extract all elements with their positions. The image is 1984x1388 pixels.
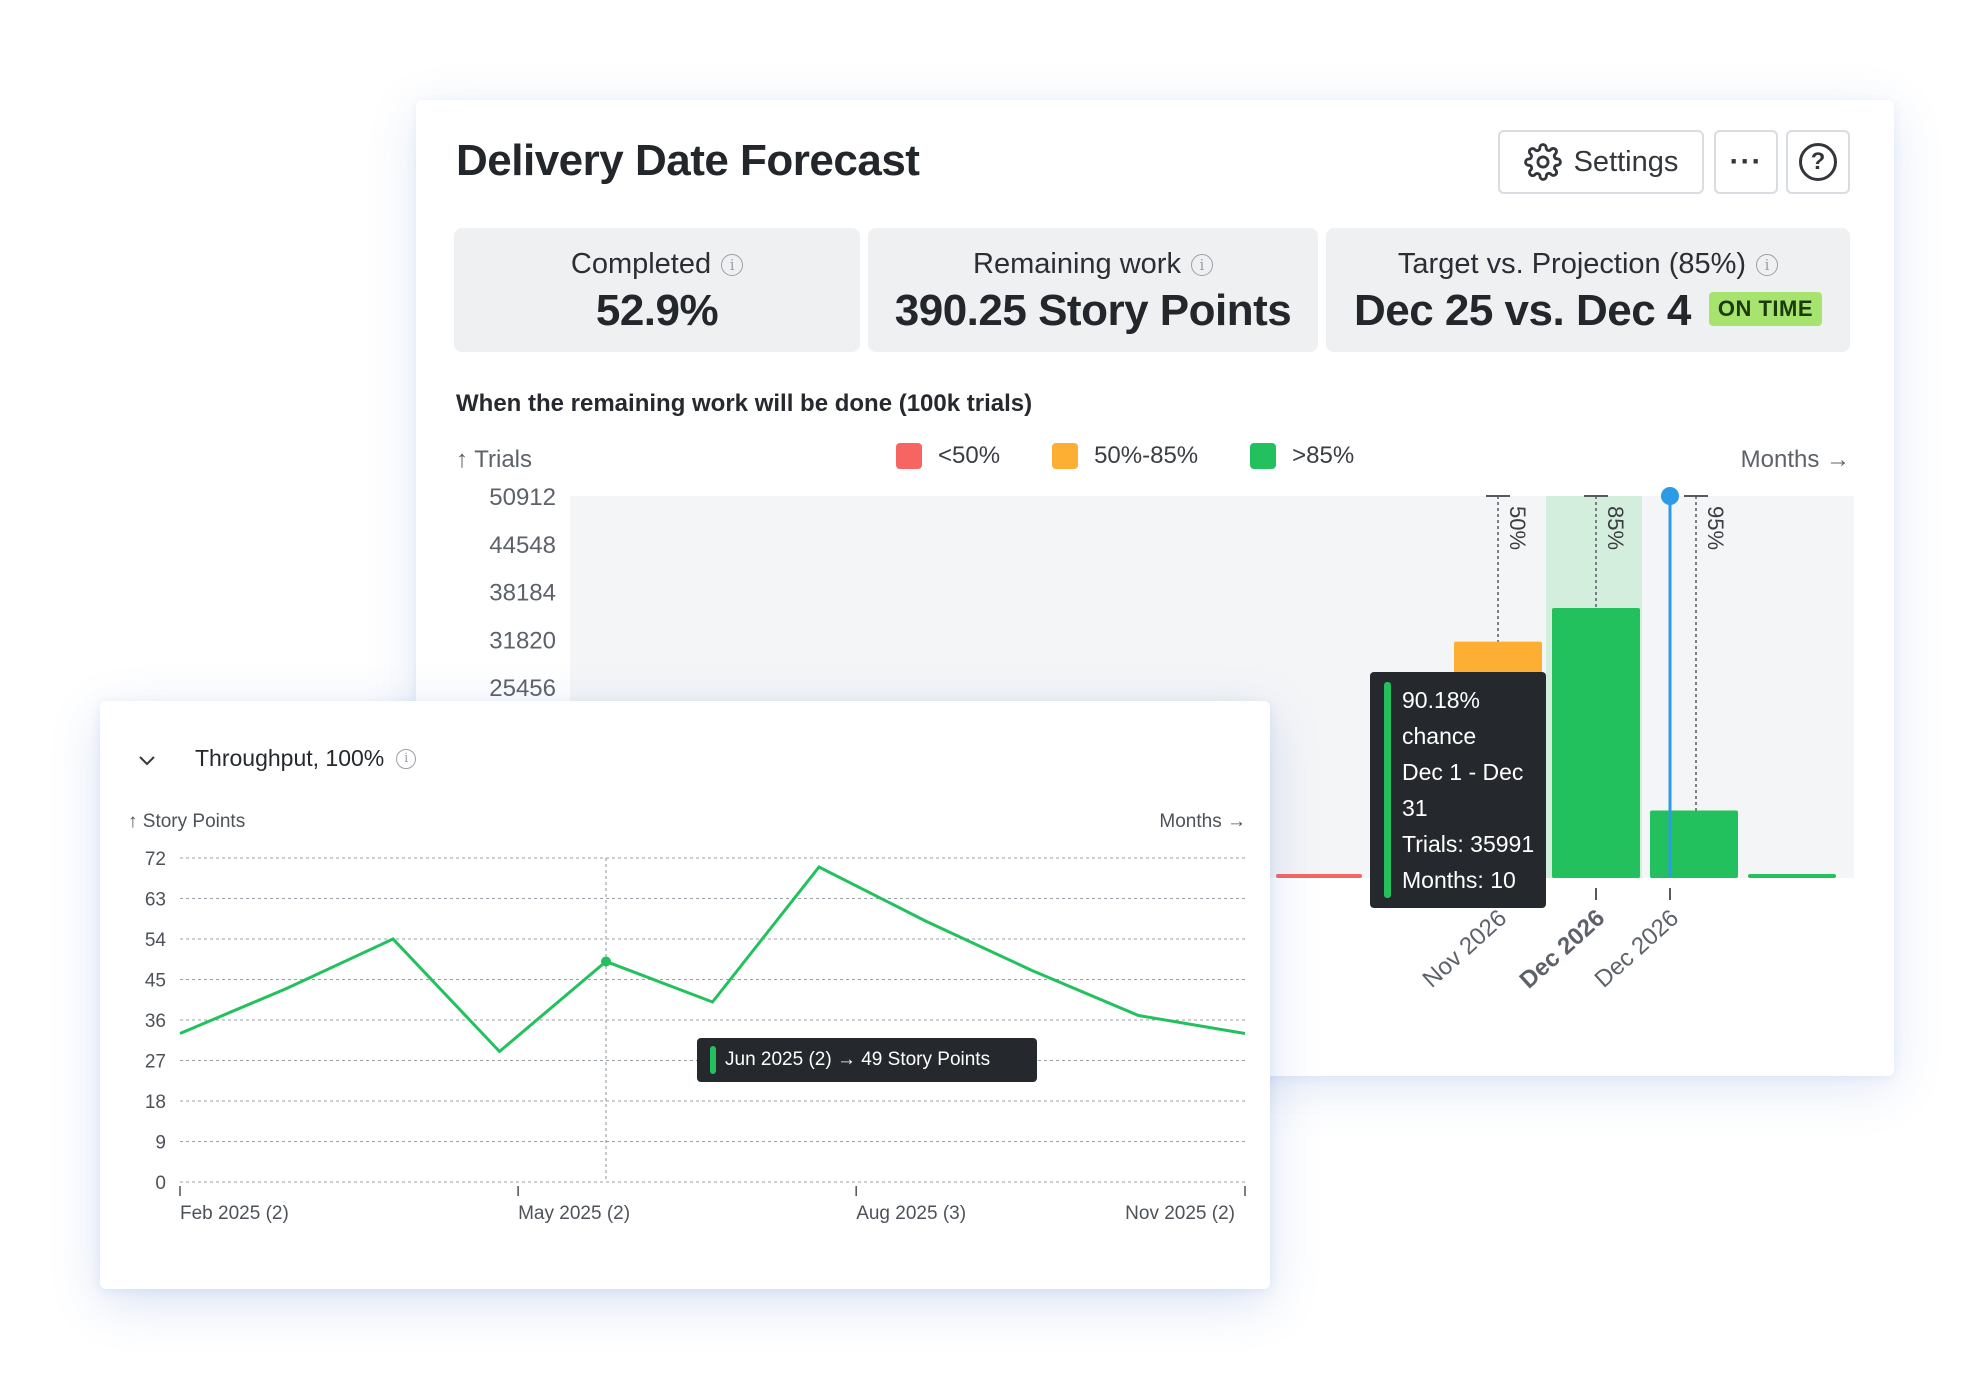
help-icon: ? (1799, 143, 1837, 181)
stat-completed: Completed i 52.9% (454, 228, 860, 352)
x-tick-label: Aug 2025 (3) (856, 1203, 966, 1224)
percentile-label: 85% (1603, 506, 1628, 550)
page-title: Delivery Date Forecast (456, 136, 920, 185)
tp-x-axis-label: Months → (1159, 811, 1246, 832)
stat-remaining-label: Remaining work (973, 248, 1181, 280)
y-tick-label: 25456 (489, 675, 556, 702)
tooltip-text: Jun 2025 (2) → 49 Story Points (725, 1049, 991, 1070)
x-tick-label: Nov 2025 (2) (1125, 1203, 1235, 1224)
y-tick-label: 18 (145, 1092, 166, 1113)
y-tick-label: 31820 (489, 627, 556, 654)
x-tick-label: Nov 2026 (1418, 904, 1512, 993)
percentile-label: 95% (1703, 506, 1728, 550)
throughput-line-chart: 72 63 54 45 36 27 18 9 0 Feb 2025 (2) May 2025 (2)… (145, 849, 1246, 1224)
y-tick-label: 54 (145, 930, 167, 951)
stat-completed-label: Completed (570, 248, 712, 280)
legend-item-50-85[interactable]: 50%-85% (1052, 442, 1198, 470)
more-icon: ··· (1729, 145, 1763, 178)
x-tick-label: Feb 2025 (2) (180, 1203, 289, 1224)
tooltip-line: Trials: 35991 (1402, 831, 1535, 857)
help-icon-glyph: ? (1810, 148, 1826, 175)
info-icon[interactable]: i (721, 253, 744, 276)
legend-label: 50%-85% (1094, 442, 1199, 469)
throughput-tooltip: Jun 2025 (2) → 49 Story Points (697, 1038, 1037, 1082)
histogram-tooltip: 90.18% chance Dec 1 - Dec 31 Trials: 359… (1370, 672, 1546, 908)
y-tick-label: 50912 (489, 484, 556, 511)
info-icon[interactable]: i (1756, 253, 1779, 276)
stat-target-value: Dec 25 vs. Dec 4 (1353, 286, 1691, 335)
y-axis-label: ↑ Trials (456, 446, 533, 473)
y-tick-label: 45 (145, 971, 166, 992)
legend-item-lt50[interactable]: <50% (896, 442, 1000, 470)
info-icon[interactable]: i (396, 748, 417, 769)
percentile-label: 50% (1505, 506, 1530, 550)
x-axis-label: Months → (1740, 446, 1850, 473)
stat-target-label: Target vs. Projection (85%) (1397, 248, 1747, 280)
histogram-bar (1552, 607, 1640, 878)
info-icon[interactable]: i (1190, 253, 1213, 276)
legend-swatch (896, 443, 922, 469)
settings-label: Settings (1573, 145, 1679, 178)
stat-remaining: Remaining work i 390.25 Story Points (868, 228, 1318, 352)
y-tick-label: 27 (145, 1052, 166, 1073)
tooltip-color-bar (1384, 682, 1391, 898)
tp-y-axis-label: ↑ Story Points (128, 811, 246, 832)
tooltip-line: Months: 10 (1402, 867, 1516, 893)
throughput-title: Throughput, 100% (195, 745, 385, 771)
settings-button[interactable]: Settings (1498, 130, 1704, 194)
highlight-point (601, 956, 611, 967)
legend-swatch (1052, 443, 1079, 469)
throughput-title-row: Throughput, 100% i (195, 745, 417, 772)
more-options-button[interactable]: ··· (1714, 130, 1778, 194)
y-tick-label: 72 (145, 849, 166, 870)
tooltip-line: Dec 1 - Dec 31 (1402, 759, 1524, 821)
y-tick-label: 0 (155, 1173, 166, 1194)
projection-marker (1661, 487, 1679, 505)
tooltip-color-bar (710, 1046, 716, 1074)
y-tick-label: 36 (145, 1011, 166, 1032)
legend-label: <50% (938, 442, 1001, 469)
legend-item-gt85[interactable]: >85% (1250, 442, 1354, 470)
stat-remaining-value: 390.25 Story Points (894, 286, 1292, 335)
help-button[interactable]: ? (1786, 130, 1850, 194)
throughput-series-line (179, 865, 1246, 1054)
stat-target: Target vs. Projection (85%) i Dec 25 vs.… (1326, 228, 1850, 352)
histogram-bar (1276, 874, 1362, 878)
throughput-card: Throughput, 100% i ↑ Story Points Months… (100, 701, 1270, 1289)
y-tick-label: 9 (155, 1133, 166, 1154)
chevron-down-icon[interactable] (136, 749, 158, 771)
stat-completed-value: 52.9% (595, 286, 719, 335)
legend-swatch (1250, 443, 1277, 469)
legend-label: >85% (1292, 442, 1355, 469)
histogram-bar (1748, 874, 1836, 878)
tooltip-line: 90.18% chance (1402, 687, 1481, 749)
chart-legend: <50% 50%-85% >85% (896, 442, 1354, 470)
on-time-badge: ON TIME (1708, 292, 1823, 327)
y-tick-label: 63 (145, 890, 166, 911)
x-tick-label: May 2025 (2) (518, 1203, 630, 1224)
histogram-bar (1650, 810, 1738, 878)
gear-icon (1523, 143, 1562, 181)
chart-subtitle: When the remaining work will be done (10… (456, 390, 1033, 417)
y-tick-label: 38184 (489, 580, 556, 607)
y-tick-label: 44548 (489, 532, 556, 559)
